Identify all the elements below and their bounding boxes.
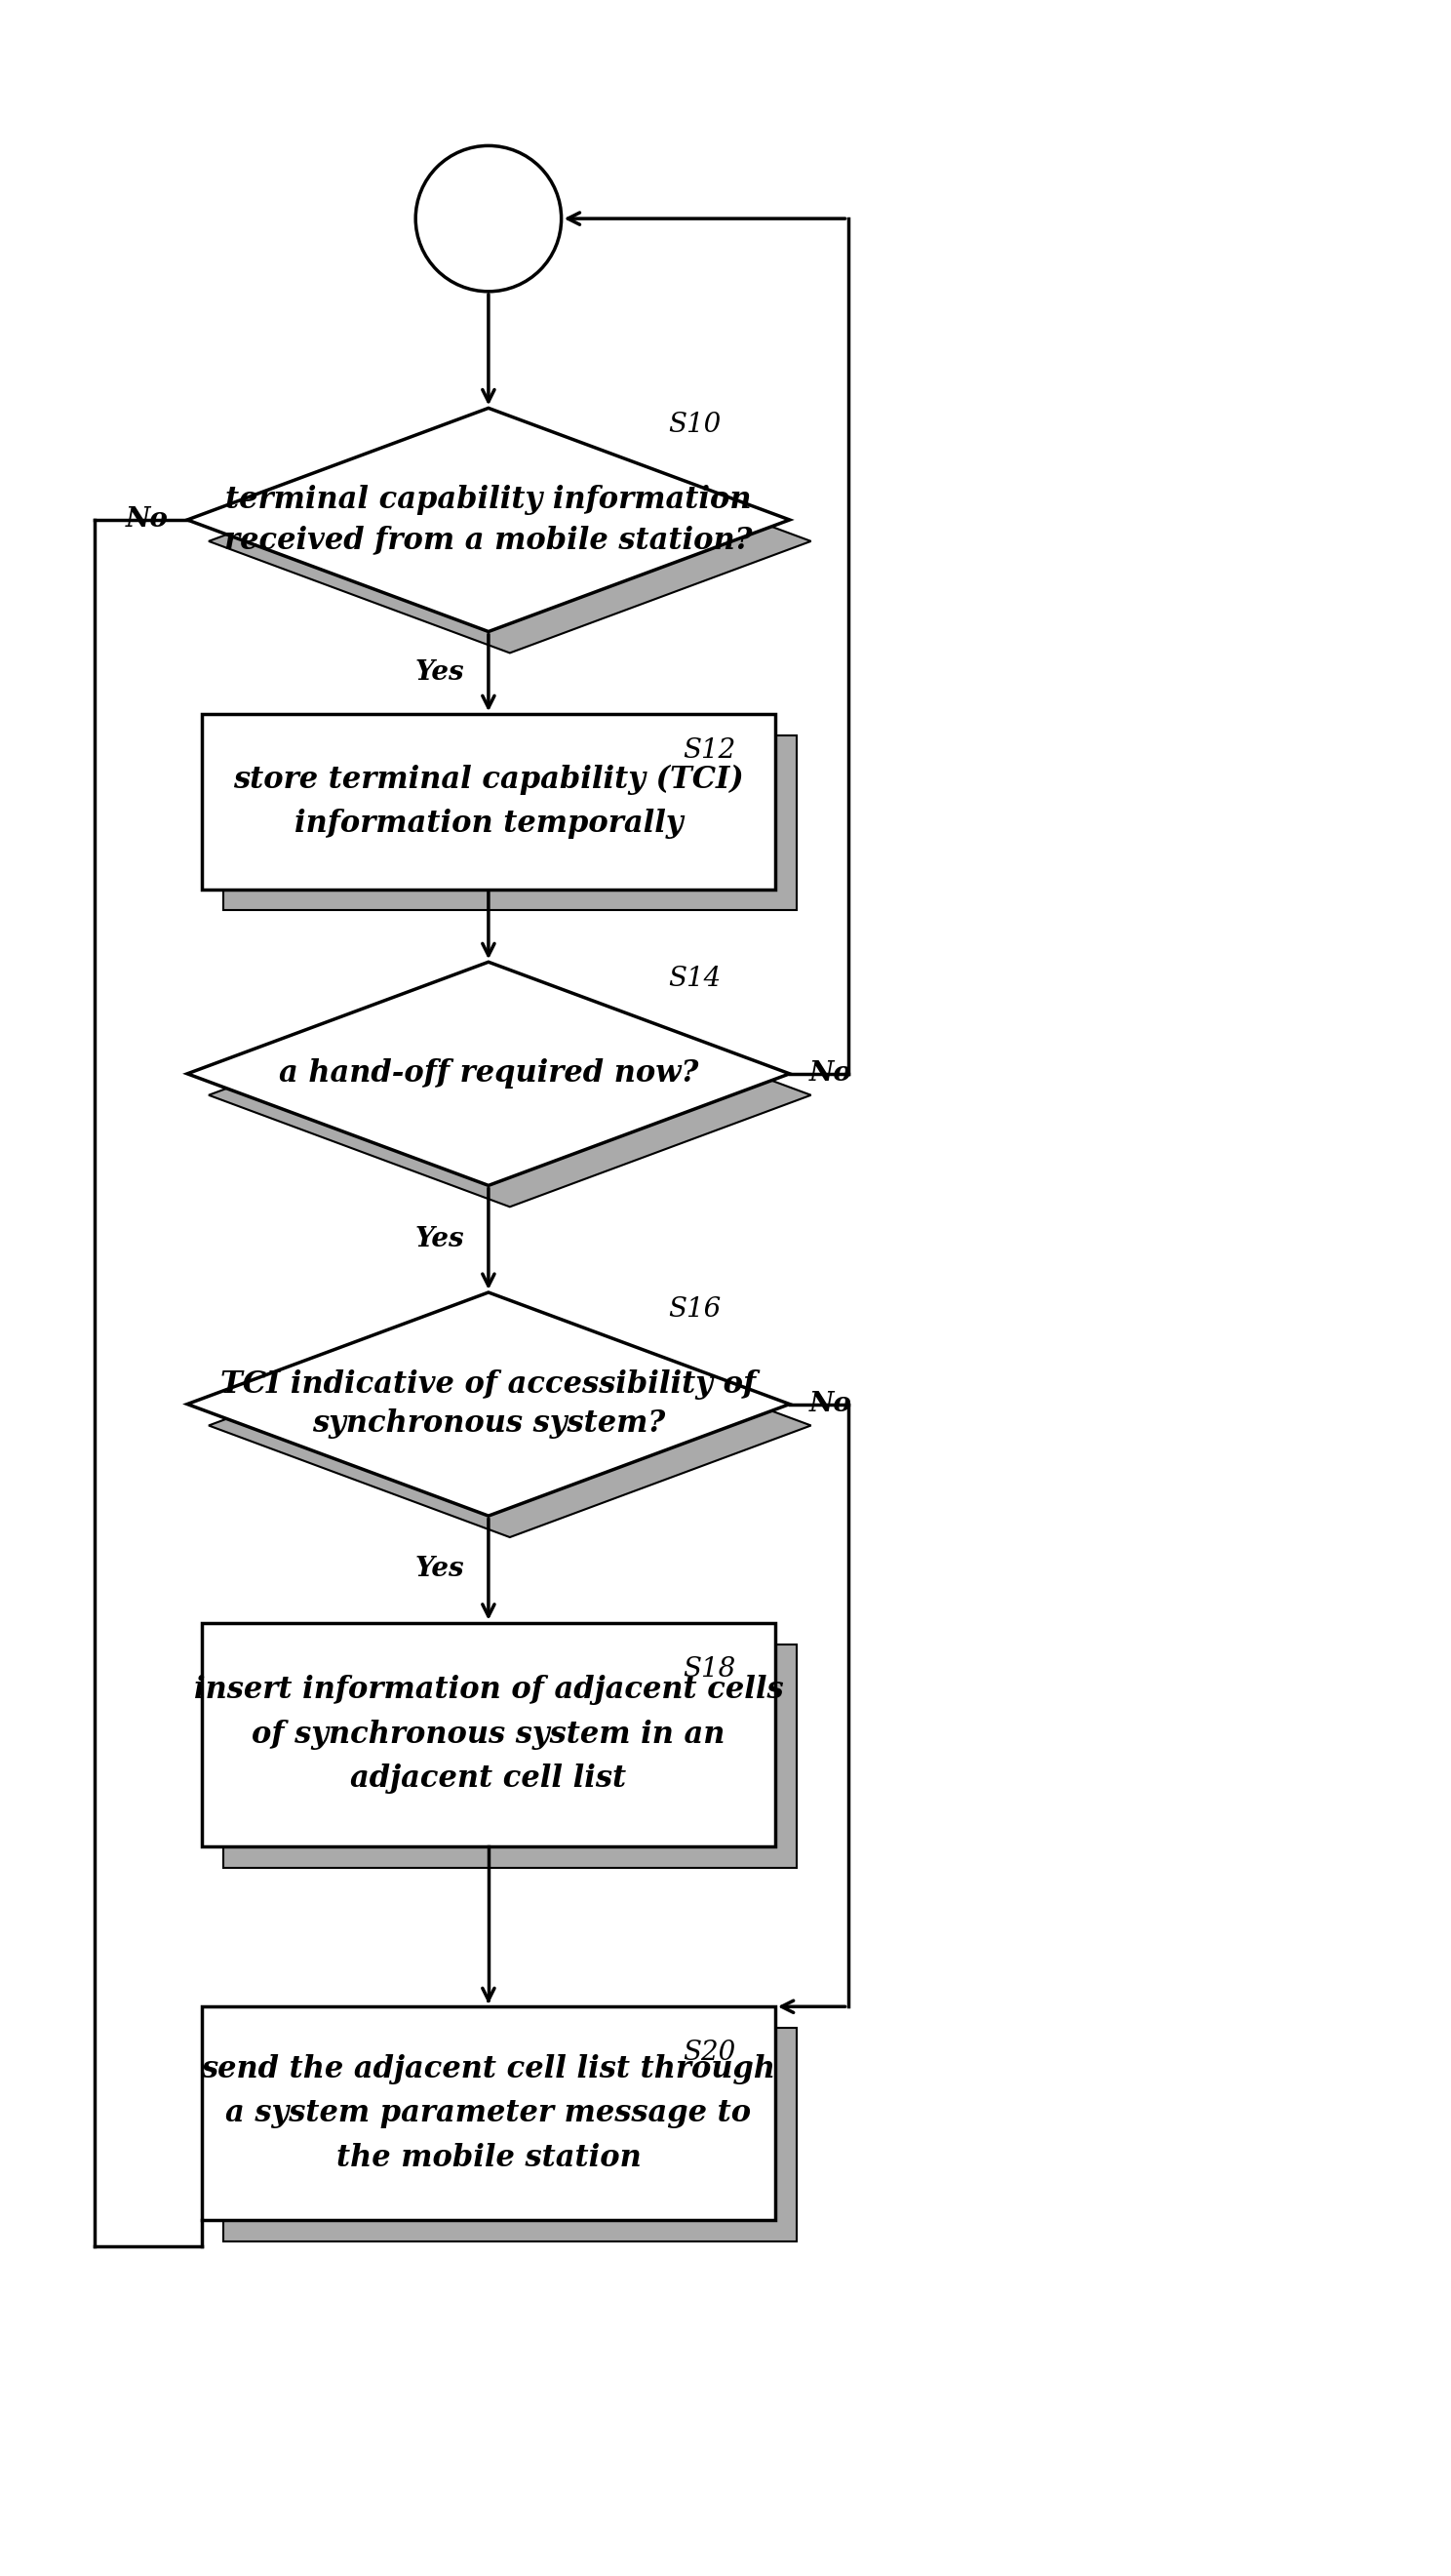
Polygon shape [223, 1643, 797, 1868]
Polygon shape [187, 1293, 789, 1515]
Text: send the adjacent cell list through
a system parameter message to
the mobile sta: send the adjacent cell list through a sy… [202, 2053, 776, 2174]
Polygon shape [209, 430, 811, 652]
Text: Yes: Yes [415, 659, 464, 685]
Polygon shape [202, 714, 775, 889]
Text: No: No [810, 1061, 852, 1087]
Polygon shape [223, 2027, 797, 2241]
Polygon shape [202, 1623, 775, 1847]
Text: a hand-off required now?: a hand-off required now? [279, 1059, 698, 1090]
Polygon shape [209, 1314, 811, 1538]
Ellipse shape [415, 147, 562, 291]
Text: S12: S12 [683, 737, 736, 762]
Polygon shape [187, 961, 789, 1185]
Text: TCI indicative of accessibility of
synchronous system?: TCI indicative of accessibility of synch… [221, 1370, 756, 1440]
Polygon shape [202, 2007, 775, 2221]
Text: S18: S18 [683, 1656, 736, 1682]
Text: insert information of adjacent cells
of synchronous system in an
adjacent cell l: insert information of adjacent cells of … [193, 1674, 784, 1793]
Text: terminal capability information
received from a mobile station?: terminal capability information received… [225, 484, 753, 554]
Text: Yes: Yes [415, 1556, 464, 1582]
Text: S16: S16 [667, 1296, 721, 1321]
Polygon shape [223, 737, 797, 909]
Polygon shape [187, 407, 789, 631]
Text: S20: S20 [683, 2040, 736, 2066]
Text: S10: S10 [667, 412, 721, 438]
Text: store terminal capability (TCI)
information temporally: store terminal capability (TCI) informat… [234, 765, 744, 840]
Polygon shape [209, 984, 811, 1208]
Text: S14: S14 [667, 966, 721, 992]
Text: No: No [125, 507, 168, 533]
Text: Yes: Yes [415, 1226, 464, 1252]
Text: No: No [810, 1391, 852, 1417]
